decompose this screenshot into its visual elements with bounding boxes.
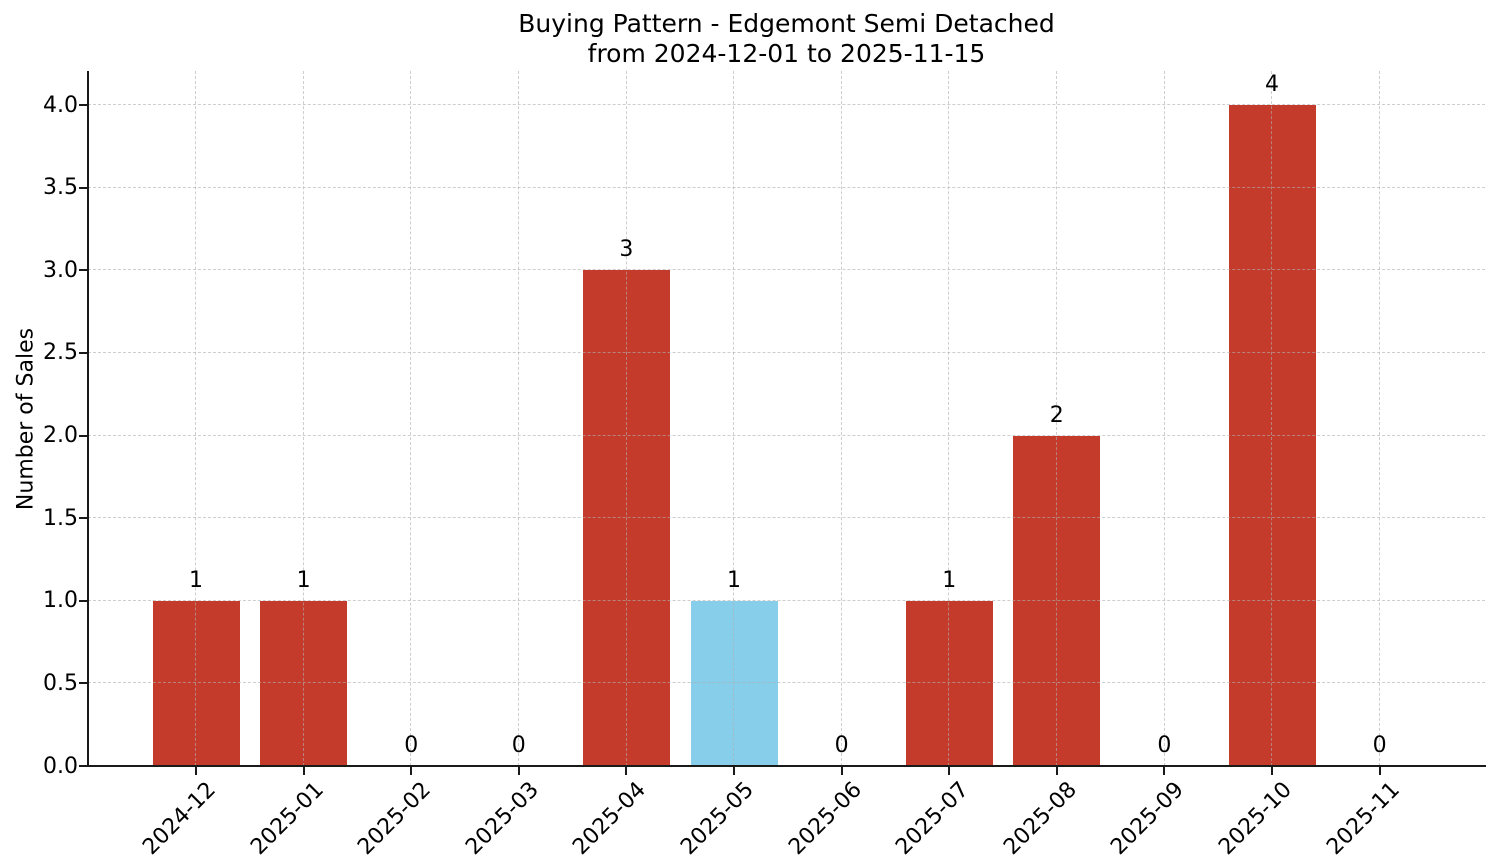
bar-value-label: 1 <box>942 567 957 593</box>
x-tick-label-text: 2025-10 <box>1214 777 1297 860</box>
v-gridline <box>840 71 842 766</box>
x-tick-mark <box>1163 766 1166 775</box>
y-tick-label: 1.5 <box>43 505 78 531</box>
v-gridline <box>1378 71 1380 766</box>
v-gridline <box>733 71 735 766</box>
x-tick-label-text: 2025-09 <box>1106 777 1190 860</box>
x-tick-mark <box>1055 766 1058 775</box>
x-tick-label-text: 2025-11 <box>1321 777 1405 860</box>
h-gridline <box>88 682 1485 684</box>
y-tick-mark <box>79 765 88 767</box>
x-tick-label-text: 2025-05 <box>676 777 759 860</box>
h-gridline <box>88 351 1485 353</box>
value-labels-layer: 1 1 0 0 3 1 0 1 2 0 4 0 <box>88 71 1485 766</box>
bar-value-label: 0 <box>1157 733 1172 758</box>
x-tick-mark <box>1378 766 1381 775</box>
y-tick-label: 0.0 <box>43 753 78 779</box>
bar-value-label: 0 <box>834 733 849 758</box>
v-gridline <box>410 71 412 766</box>
h-gridline <box>88 517 1485 519</box>
h-gridline <box>88 104 1485 105</box>
chart-title: Buying Pattern - Edgemont Semi Detached … <box>518 9 1055 68</box>
x-tick-mark <box>948 766 951 775</box>
y-tick-mark <box>79 517 88 520</box>
x-tick-mark <box>1271 766 1273 775</box>
x-tick-mark <box>410 766 413 775</box>
x-tick-label-text: 2025-02 <box>353 777 437 860</box>
bar-value-label: 0 <box>404 733 419 758</box>
v-gridline <box>302 71 304 766</box>
bar-value-label: 2 <box>1049 402 1064 428</box>
y-tick-mark <box>79 682 88 685</box>
y-axis-spine <box>87 71 89 766</box>
x-tick-mark <box>195 766 197 775</box>
x-tick-mark <box>840 766 843 775</box>
x-tick-label-text: 2025-06 <box>783 777 867 860</box>
v-gridline <box>1271 71 1273 766</box>
y-tick-label: 3.0 <box>43 257 78 283</box>
y-tick-mark <box>79 351 88 354</box>
bar-value-label: 0 <box>1372 733 1387 758</box>
bar-value-label: 3 <box>619 237 634 263</box>
v-gridline <box>948 71 950 766</box>
y-tick-label: 2.0 <box>43 423 78 448</box>
y-tick-mark <box>79 104 88 106</box>
v-gridline <box>1056 71 1058 766</box>
bar-value-label: 0 <box>511 733 526 758</box>
h-gridline <box>88 599 1485 601</box>
bar-value-label: 1 <box>296 567 311 593</box>
x-tick-label-text: 2025-04 <box>568 777 652 860</box>
x-tick-label-text: 2024-12 <box>138 777 221 860</box>
y-tick-label: 0.5 <box>43 670 78 696</box>
h-gridline <box>88 186 1485 188</box>
y-tick-label: 2.5 <box>43 340 78 366</box>
bar-value-label: 4 <box>1265 72 1279 97</box>
y-tick-label: 1.0 <box>43 588 78 614</box>
plot-area: 1 1 0 0 3 1 0 1 2 0 4 0 <box>87 71 1486 767</box>
v-gridline <box>1163 71 1165 766</box>
x-tick-label-text: 2025-01 <box>245 777 329 860</box>
h-gridline <box>88 434 1485 436</box>
v-gridline <box>195 71 197 766</box>
x-axis-spine <box>87 765 1486 767</box>
y-tick-mark <box>79 186 88 189</box>
bar-value-label: 1 <box>189 567 203 593</box>
x-tick-mark <box>733 766 735 775</box>
v-gridline <box>625 71 627 766</box>
x-tick-label-text: 2025-07 <box>891 777 975 860</box>
y-tick-label: 3.5 <box>43 175 78 201</box>
x-tick-mark <box>625 766 628 775</box>
x-tick-label-text: 2025-08 <box>999 777 1082 860</box>
x-tick-label-text: 2025-03 <box>461 777 544 860</box>
y-tick-mark <box>79 434 88 437</box>
grid-layer <box>88 71 1485 766</box>
h-gridline <box>88 269 1485 271</box>
x-tick-mark <box>302 766 305 775</box>
y-tick-mark <box>79 269 88 272</box>
bar-value-label: 1 <box>727 567 741 593</box>
y-tick-mark <box>79 599 88 602</box>
x-tick-mark <box>517 766 520 775</box>
v-gridline <box>518 71 520 766</box>
y-tick-label: 4.0 <box>43 92 78 118</box>
